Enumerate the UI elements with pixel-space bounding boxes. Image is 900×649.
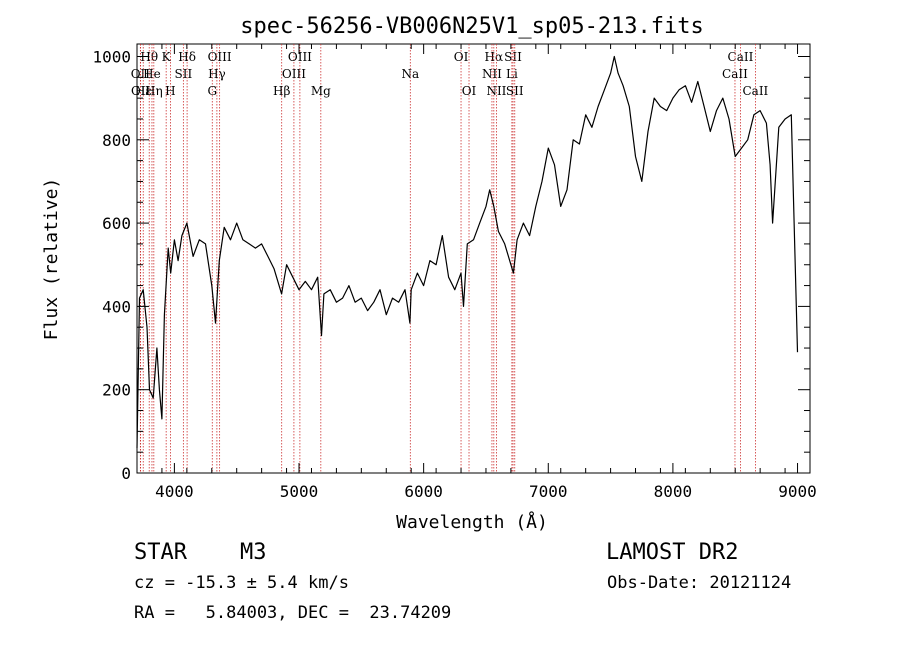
line-label-8: SII <box>175 67 193 81</box>
line-label-14: OIII <box>282 67 306 81</box>
plot-frame <box>136 43 811 474</box>
y-axis-label: Flux (relative) <box>41 178 62 341</box>
object-subclass: M3 <box>240 540 267 565</box>
line-label-27: CaII <box>722 67 748 81</box>
line-label-23: SII <box>504 50 522 64</box>
y-tick-label-4: 800 <box>102 131 131 150</box>
x-tick-label-2: 6000 <box>404 482 443 501</box>
line-label-22: NII <box>486 84 506 98</box>
line-label-19: OI <box>462 84 477 98</box>
line-label-13: Hβ <box>273 84 290 98</box>
line-label-25: SII <box>506 84 524 98</box>
x-tick-label-4: 8000 <box>654 482 693 501</box>
chart-title: spec-56256-VB006N25V1_sp05-213.fits <box>240 14 704 39</box>
line-label-12: Hγ <box>208 67 226 81</box>
line-label-28: CaII <box>742 84 768 98</box>
line-label-17: Na <box>401 67 419 81</box>
x-axis-label: Wavelength (Å) <box>396 511 548 533</box>
y-tick-label-0: 0 <box>121 464 131 483</box>
y-tick-label-2: 400 <box>102 297 131 316</box>
spectrum-line-0 <box>136 55 799 449</box>
spectrum-series <box>136 55 799 449</box>
survey-name: LAMOST DR2 <box>606 540 739 565</box>
line-label-24: Li <box>506 67 518 81</box>
line-label-4: He <box>143 67 161 81</box>
x-tick-label-0: 4000 <box>155 482 194 501</box>
line-label-26: CaII <box>728 50 754 64</box>
y-tick-label-1: 200 <box>102 381 131 400</box>
spectral-line-markers: HθOIIOIIHεHeHηKHSIIHδGOIIIHγHβOIIIOIIIMg… <box>131 44 769 473</box>
line-label-3: Hε <box>135 84 152 98</box>
line-label-15: OIII <box>288 50 312 64</box>
x-tick-label-1: 5000 <box>280 482 319 501</box>
coordinates: RA = 5.84003, DEC = 23.74209 <box>134 603 452 623</box>
line-label-10: G <box>207 84 217 98</box>
line-label-5: Hη <box>145 84 163 98</box>
line-label-20: Hα <box>485 50 504 64</box>
object-class: STAR <box>134 540 187 565</box>
line-label-21: NII <box>482 67 502 81</box>
line-label-2: OII <box>131 84 151 98</box>
x-tick-label-3: 7000 <box>529 482 568 501</box>
y-tick-label-3: 600 <box>102 214 131 233</box>
line-label-18: OI <box>454 50 469 64</box>
line-label-16: Mg <box>311 84 331 98</box>
line-label-9: Hδ <box>178 50 196 64</box>
x-tick-label-5: 9000 <box>778 482 817 501</box>
redshift-cz: cz = -15.3 ± 5.4 km/s <box>134 573 349 593</box>
y-tick-label-5: 1000 <box>92 47 131 66</box>
observation-date: Obs-Date: 20121124 <box>607 573 792 593</box>
line-label-6: K <box>162 50 172 64</box>
line-label-11: OIII <box>208 50 232 64</box>
line-label-7: H <box>165 84 175 98</box>
axes: 4000 5000 6000 7000 8000 9000 0 200 400 600 800 100… <box>92 44 817 501</box>
